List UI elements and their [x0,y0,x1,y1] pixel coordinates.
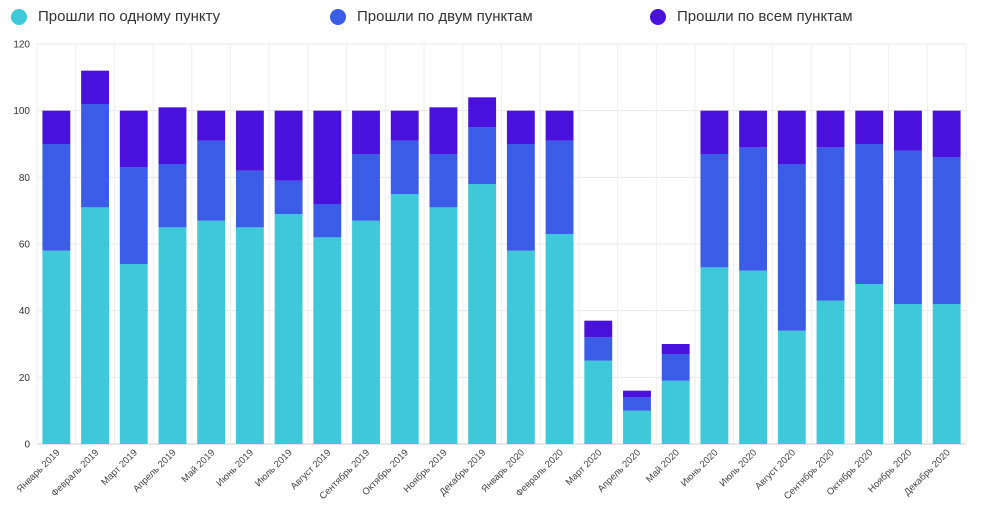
bar-segment-series-1[interactable] [42,144,71,251]
legend-label: Прошли по всем пунктам [677,8,853,25]
bar-segment-series-0[interactable] [661,380,690,444]
bar-segment-series-2[interactable] [42,110,71,144]
bar-segment-series-1[interactable] [855,144,884,284]
legend-label: Прошли по двум пунктам [357,8,533,25]
y-tick-label: 0 [24,440,30,451]
bar-segment-series-1[interactable] [81,104,109,208]
bar-segment-series-0[interactable] [119,264,148,444]
bar-segment-series-2[interactable] [274,110,303,181]
bar-segment-series-0[interactable] [855,284,884,444]
bar-segment-series-2[interactable] [932,110,961,158]
legend: Прошли по одному пункту Прошли по двум п… [0,8,981,32]
bar-segment-series-0[interactable] [932,304,961,444]
bar-segment-series-1[interactable] [700,154,729,268]
bar-segment-series-2[interactable] [623,390,651,398]
bar-segment-series-0[interactable] [506,250,535,444]
legend-item-one-point[interactable]: Прошли по одному пункту [11,8,220,25]
y-tick-label: 20 [19,373,31,384]
bar-segment-series-0[interactable] [894,304,922,444]
bar-segment-series-2[interactable] [700,110,729,154]
bar-segment-series-1[interactable] [506,144,535,251]
legend-item-all-points[interactable]: Прошли по всем пунктам [650,8,853,25]
bar-segment-series-1[interactable] [816,147,845,301]
x-tick-label: Май 2020 [644,447,682,485]
bar-segment-series-2[interactable] [855,110,884,144]
bar-segment-series-0[interactable] [235,227,264,444]
x-tick-label: Май 2019 [180,447,218,485]
bar-segment-series-1[interactable] [661,354,690,381]
bar-segment-series-1[interactable] [777,164,806,331]
bar-segment-series-1[interactable] [119,167,148,264]
bar-segment-series-0[interactable] [274,214,303,444]
bar-segment-series-0[interactable] [352,220,380,444]
bar-segment-series-1[interactable] [390,140,419,194]
bar-segment-series-2[interactable] [352,110,380,154]
bar-segment-series-1[interactable] [584,337,613,361]
y-tick-label: 40 [19,306,31,317]
bar-segment-series-2[interactable] [119,110,148,168]
bar-segment-series-2[interactable] [661,344,690,354]
bar-segment-series-0[interactable] [584,360,613,444]
bar-segment-series-0[interactable] [700,267,729,444]
legend-item-two-points[interactable]: Прошли по двум пунктам [330,8,533,25]
bar-segment-series-2[interactable] [197,110,226,141]
bar-segment-series-2[interactable] [816,110,845,148]
y-tick-label: 120 [13,40,30,51]
bar-segment-series-0[interactable] [468,184,497,444]
bar-segment-series-2[interactable] [81,70,109,104]
bar-segment-series-1[interactable] [274,180,303,214]
y-tick-label: 100 [13,106,30,117]
bar-segment-series-2[interactable] [777,110,806,164]
bar-segment-series-1[interactable] [197,140,226,221]
bar-segment-series-1[interactable] [545,140,574,234]
x-tick-label: Июль 2020 [717,447,759,489]
x-tick-label: Март 2019 [99,447,140,488]
bar-segment-series-1[interactable] [468,127,497,184]
bar-segment-series-1[interactable] [313,204,342,238]
bar-segment-series-2[interactable] [390,110,419,141]
bar-segment-series-0[interactable] [197,220,226,444]
bar-segment-series-1[interactable] [352,154,380,221]
bar-segment-series-2[interactable] [506,110,535,144]
bar-segment-series-1[interactable] [429,154,458,208]
bar-segment-series-1[interactable] [235,170,264,228]
bar-segment-series-1[interactable] [932,157,961,304]
x-tick-label: Март 2020 [564,447,605,488]
bar-segment-series-0[interactable] [158,227,187,444]
bar-segment-series-2[interactable] [313,110,342,204]
bar-segment-series-2[interactable] [468,97,497,128]
bar-segment-series-1[interactable] [894,150,922,304]
legend-marker-icon [330,8,346,25]
x-tick-label: Июнь 2019 [214,447,256,489]
bar-segment-series-2[interactable] [429,107,458,154]
bar-segment-series-2[interactable] [739,110,768,148]
bar-segment-series-2[interactable] [235,110,264,171]
bar-segment-series-1[interactable] [158,164,187,228]
bar-segment-series-1[interactable] [623,397,651,411]
bar-segment-series-2[interactable] [158,107,187,164]
legend-marker-icon [650,8,666,25]
bar-segment-series-0[interactable] [816,300,845,444]
y-tick-label: 60 [19,240,31,251]
x-tick-label: Июнь 2020 [679,447,721,489]
bar-segment-series-0[interactable] [42,250,71,444]
legend-marker-icon [11,8,27,25]
bar-segment-series-2[interactable] [584,320,613,338]
bar-segment-series-0[interactable] [429,207,458,444]
bar-segment-series-0[interactable] [623,410,651,444]
bar-segment-series-2[interactable] [894,110,922,151]
bar-segment-series-0[interactable] [777,330,806,444]
bar-segment-series-0[interactable] [390,194,419,444]
y-tick-label: 80 [19,173,31,184]
bar-segment-series-2[interactable] [545,110,574,141]
bar-segment-series-0[interactable] [81,207,109,444]
bar-segment-series-1[interactable] [739,147,768,271]
bar-segment-series-0[interactable] [313,237,342,444]
bar-segment-series-0[interactable] [545,234,574,444]
x-tick-label: Июль 2019 [253,447,295,489]
legend-label: Прошли по одному пункту [38,8,221,25]
bar-segment-series-0[interactable] [739,270,768,444]
